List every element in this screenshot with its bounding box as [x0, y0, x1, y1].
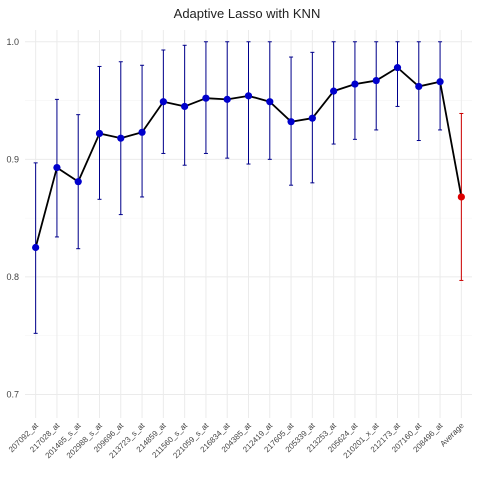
y-tick-label: 0.9 — [6, 154, 19, 164]
error-bar — [246, 41, 251, 165]
data-point — [266, 98, 274, 106]
data-point — [308, 114, 316, 122]
data-points — [32, 64, 465, 252]
data-point — [393, 64, 402, 72]
data-point — [74, 178, 82, 186]
data-point — [32, 243, 40, 252]
x-tick-label: Average — [438, 421, 466, 449]
data-point — [287, 118, 295, 126]
y-tick-label: 0.8 — [6, 272, 19, 282]
data-point — [372, 76, 380, 85]
data-point — [138, 128, 146, 136]
data-point — [53, 163, 61, 172]
data-point — [436, 78, 444, 86]
y-tick-label: 1.0 — [6, 37, 19, 47]
y-axis-ticks: 0.7 0.8 0.9 1.0 — [6, 37, 19, 400]
y-tick-label: 0.7 — [6, 389, 19, 399]
data-point — [330, 87, 338, 95]
data-point — [117, 134, 125, 142]
data-point — [244, 92, 253, 100]
average-point — [457, 193, 465, 201]
x-axis-ticks: 207092_at217028_at201465_s_at202988_s_at… — [7, 421, 466, 461]
chart-title: Adaptive Lasso with KNN — [174, 6, 321, 21]
data-point — [159, 98, 167, 106]
data-point — [202, 94, 210, 102]
error-bar — [352, 41, 357, 140]
error-bar — [374, 41, 379, 131]
data-point — [415, 82, 423, 91]
data-point — [95, 129, 104, 138]
error-bar — [395, 41, 400, 107]
data-point — [223, 95, 231, 103]
data-point — [181, 102, 189, 111]
data-point — [351, 80, 359, 88]
error-bar — [416, 41, 421, 142]
